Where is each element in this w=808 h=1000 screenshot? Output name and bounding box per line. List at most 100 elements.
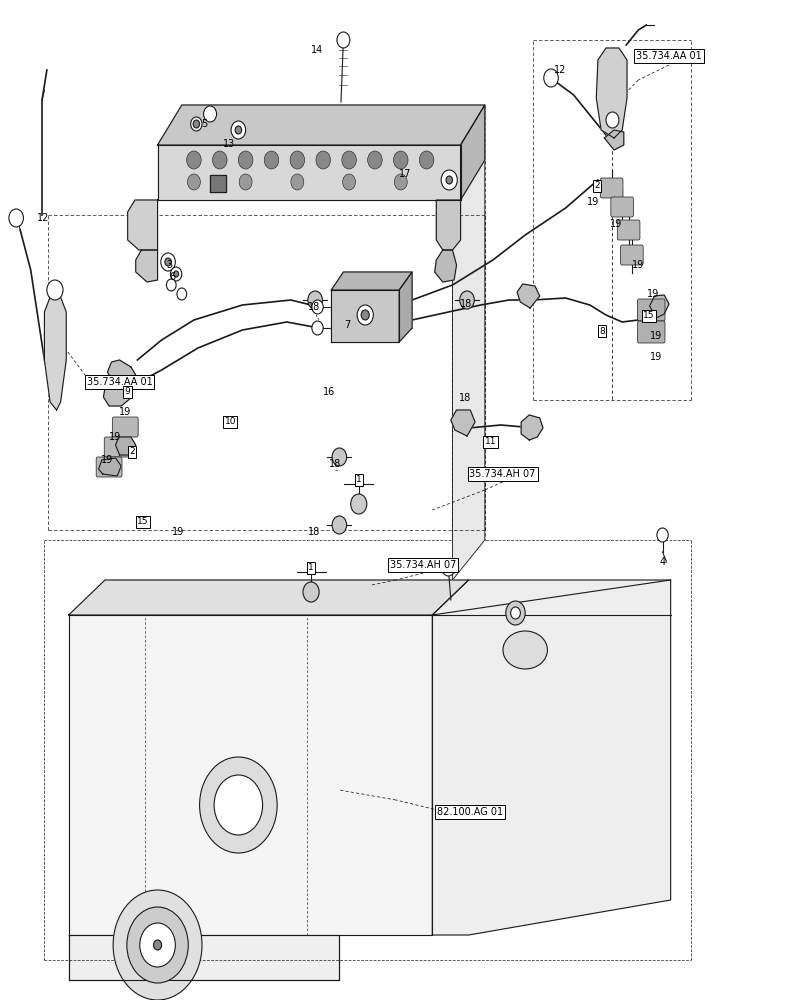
Polygon shape bbox=[521, 415, 543, 440]
Polygon shape bbox=[517, 284, 540, 308]
FancyBboxPatch shape bbox=[112, 417, 138, 437]
Text: 18: 18 bbox=[308, 302, 321, 312]
FancyBboxPatch shape bbox=[611, 197, 633, 217]
Polygon shape bbox=[44, 295, 66, 410]
Polygon shape bbox=[69, 615, 432, 935]
Circle shape bbox=[213, 151, 227, 169]
Text: 12: 12 bbox=[37, 213, 50, 223]
Text: 18: 18 bbox=[460, 299, 473, 309]
Circle shape bbox=[187, 174, 200, 190]
Circle shape bbox=[351, 494, 367, 514]
Circle shape bbox=[193, 120, 200, 128]
Text: 82.100.AG 01: 82.100.AG 01 bbox=[437, 807, 503, 817]
Text: 7: 7 bbox=[344, 320, 351, 330]
Circle shape bbox=[239, 174, 252, 190]
Polygon shape bbox=[331, 272, 412, 290]
Circle shape bbox=[657, 528, 668, 542]
FancyBboxPatch shape bbox=[96, 457, 122, 477]
Circle shape bbox=[165, 258, 171, 266]
Circle shape bbox=[312, 321, 323, 335]
Polygon shape bbox=[331, 290, 399, 342]
FancyBboxPatch shape bbox=[600, 178, 623, 198]
Circle shape bbox=[460, 291, 474, 309]
Circle shape bbox=[191, 117, 202, 131]
Circle shape bbox=[368, 151, 382, 169]
Circle shape bbox=[606, 112, 619, 128]
Text: 10: 10 bbox=[225, 418, 236, 426]
Text: 18: 18 bbox=[329, 459, 342, 469]
Polygon shape bbox=[103, 384, 131, 406]
Text: 35.734.AA 01: 35.734.AA 01 bbox=[636, 51, 702, 61]
Circle shape bbox=[9, 209, 23, 227]
Circle shape bbox=[231, 121, 246, 139]
Circle shape bbox=[308, 291, 322, 309]
Circle shape bbox=[47, 280, 63, 300]
Circle shape bbox=[235, 126, 242, 134]
Text: 19: 19 bbox=[650, 331, 663, 341]
Circle shape bbox=[170, 267, 182, 281]
Text: 3: 3 bbox=[166, 260, 173, 270]
Circle shape bbox=[154, 940, 162, 950]
Text: 15: 15 bbox=[643, 312, 654, 320]
Circle shape bbox=[441, 170, 457, 190]
Polygon shape bbox=[399, 272, 412, 342]
Circle shape bbox=[303, 582, 319, 602]
Circle shape bbox=[332, 516, 347, 534]
Polygon shape bbox=[128, 200, 158, 250]
Polygon shape bbox=[435, 250, 457, 282]
FancyBboxPatch shape bbox=[104, 437, 130, 457]
Text: 19: 19 bbox=[609, 219, 622, 229]
Text: 19: 19 bbox=[172, 527, 185, 537]
Polygon shape bbox=[436, 200, 461, 250]
Polygon shape bbox=[596, 48, 627, 138]
Polygon shape bbox=[69, 580, 469, 615]
Text: 11: 11 bbox=[485, 438, 496, 446]
Circle shape bbox=[264, 151, 279, 169]
Circle shape bbox=[177, 288, 187, 300]
Text: 19: 19 bbox=[632, 260, 645, 270]
Ellipse shape bbox=[503, 631, 548, 669]
Polygon shape bbox=[650, 295, 669, 318]
Text: 9: 9 bbox=[124, 387, 131, 396]
Text: 13: 13 bbox=[222, 139, 235, 149]
Circle shape bbox=[506, 601, 525, 625]
Circle shape bbox=[342, 151, 356, 169]
Text: 15: 15 bbox=[137, 518, 149, 526]
Text: 19: 19 bbox=[587, 197, 600, 207]
Circle shape bbox=[544, 69, 558, 87]
Text: 2: 2 bbox=[595, 182, 600, 190]
Polygon shape bbox=[69, 935, 339, 980]
Circle shape bbox=[204, 106, 217, 122]
FancyBboxPatch shape bbox=[617, 220, 640, 240]
Circle shape bbox=[332, 448, 347, 466]
Circle shape bbox=[140, 923, 175, 967]
Polygon shape bbox=[116, 437, 136, 455]
FancyBboxPatch shape bbox=[638, 299, 665, 321]
Circle shape bbox=[113, 890, 202, 1000]
Polygon shape bbox=[136, 250, 158, 282]
Text: 17: 17 bbox=[398, 169, 411, 179]
Circle shape bbox=[174, 271, 179, 277]
Polygon shape bbox=[432, 580, 671, 935]
Circle shape bbox=[166, 279, 176, 291]
Circle shape bbox=[442, 560, 455, 576]
Text: 6: 6 bbox=[169, 272, 175, 282]
Polygon shape bbox=[158, 145, 461, 200]
Circle shape bbox=[394, 174, 407, 190]
Text: 1: 1 bbox=[356, 476, 362, 485]
Circle shape bbox=[337, 32, 350, 48]
Polygon shape bbox=[107, 360, 136, 382]
Circle shape bbox=[343, 174, 356, 190]
Circle shape bbox=[316, 151, 330, 169]
Polygon shape bbox=[158, 105, 485, 145]
Circle shape bbox=[511, 607, 520, 619]
Text: 35.734.AA 01: 35.734.AA 01 bbox=[86, 377, 153, 387]
Text: 4: 4 bbox=[659, 557, 666, 567]
Circle shape bbox=[291, 174, 304, 190]
Text: 35.734.AH 07: 35.734.AH 07 bbox=[390, 560, 457, 570]
Circle shape bbox=[161, 253, 175, 271]
Text: 1: 1 bbox=[308, 564, 314, 572]
Circle shape bbox=[214, 775, 263, 835]
Polygon shape bbox=[461, 105, 485, 200]
Circle shape bbox=[446, 176, 452, 184]
